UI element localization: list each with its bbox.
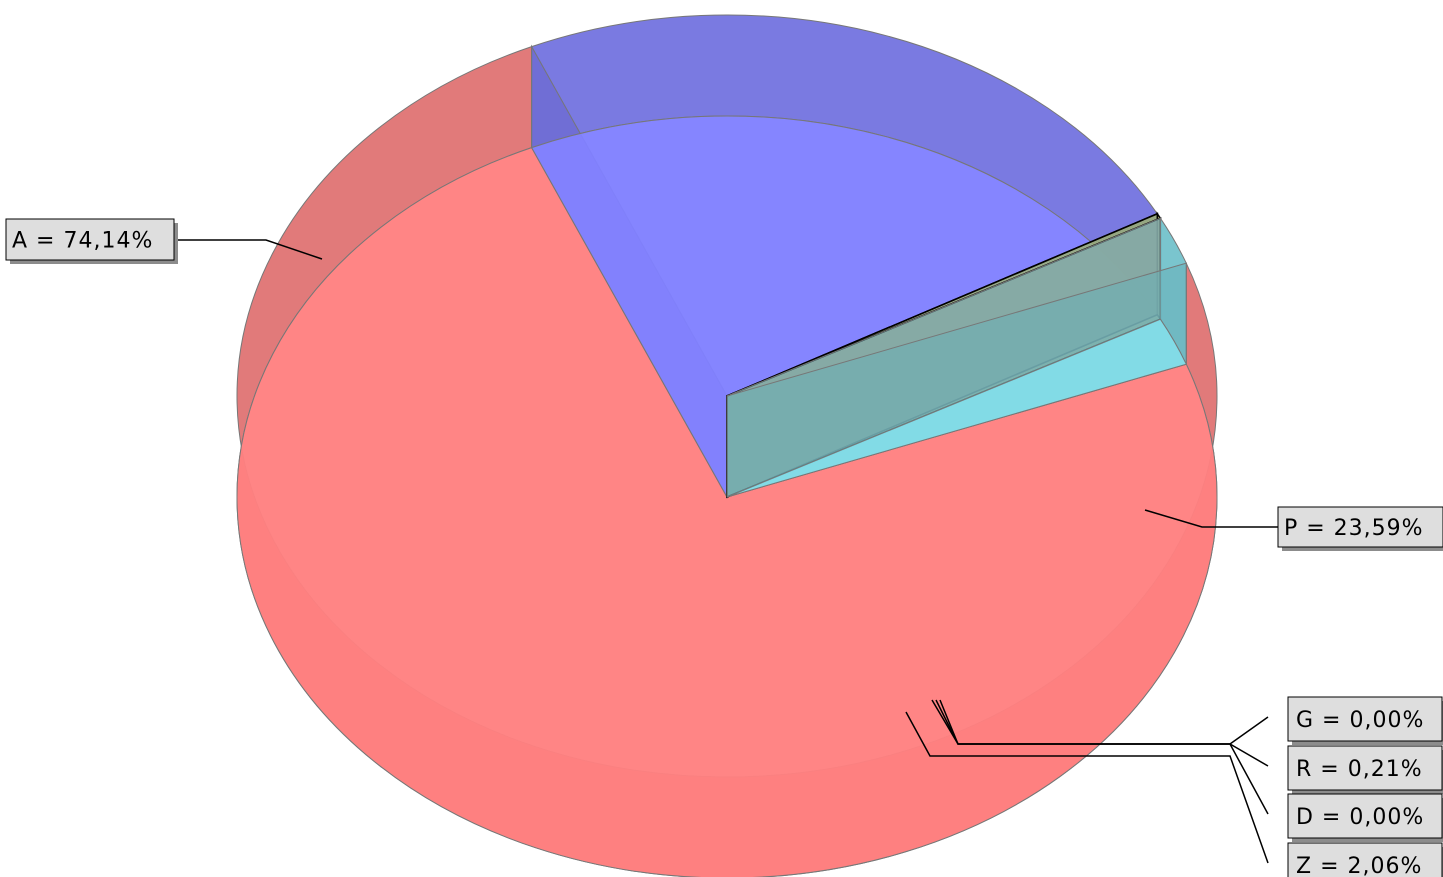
label-d: D = 0,00% xyxy=(939,699,1443,842)
data-label: R = 0,21% xyxy=(1296,757,1423,782)
slice-top xyxy=(530,115,1159,498)
label-box xyxy=(1287,696,1443,742)
label-box xyxy=(1287,793,1443,839)
leader-line xyxy=(1144,509,1278,528)
leader-line xyxy=(905,711,1269,864)
slice-r xyxy=(726,211,1162,499)
pie-slices xyxy=(236,14,1218,877)
data-label: D = 0,00% xyxy=(1296,805,1424,830)
data-label: P = 23,59% xyxy=(1284,516,1424,541)
label-r: R = 0,21% xyxy=(935,699,1443,794)
label-z: Z = 2,06% xyxy=(905,711,1443,877)
data-label: Z = 2,06% xyxy=(1296,854,1422,877)
label-box xyxy=(1277,506,1443,548)
label-p: P = 23,59% xyxy=(1144,506,1443,551)
label-box xyxy=(5,218,175,261)
data-label: A = 74,14% xyxy=(12,229,153,254)
leader-line xyxy=(174,239,323,260)
data-label: G = 0,00% xyxy=(1296,708,1424,733)
slice-top xyxy=(726,318,1187,498)
label-a: A = 74,14% xyxy=(5,218,323,264)
slice-top xyxy=(236,146,1218,877)
pie-labels: A = 74,14% P = 23,59% G = 0,00% R = 0,21% D … xyxy=(5,218,1443,877)
label-g: G = 0,00% xyxy=(931,696,1443,745)
label-box xyxy=(1287,842,1443,877)
label-box xyxy=(1287,745,1443,791)
slice-z xyxy=(726,216,1187,498)
leader-line xyxy=(939,699,1269,815)
